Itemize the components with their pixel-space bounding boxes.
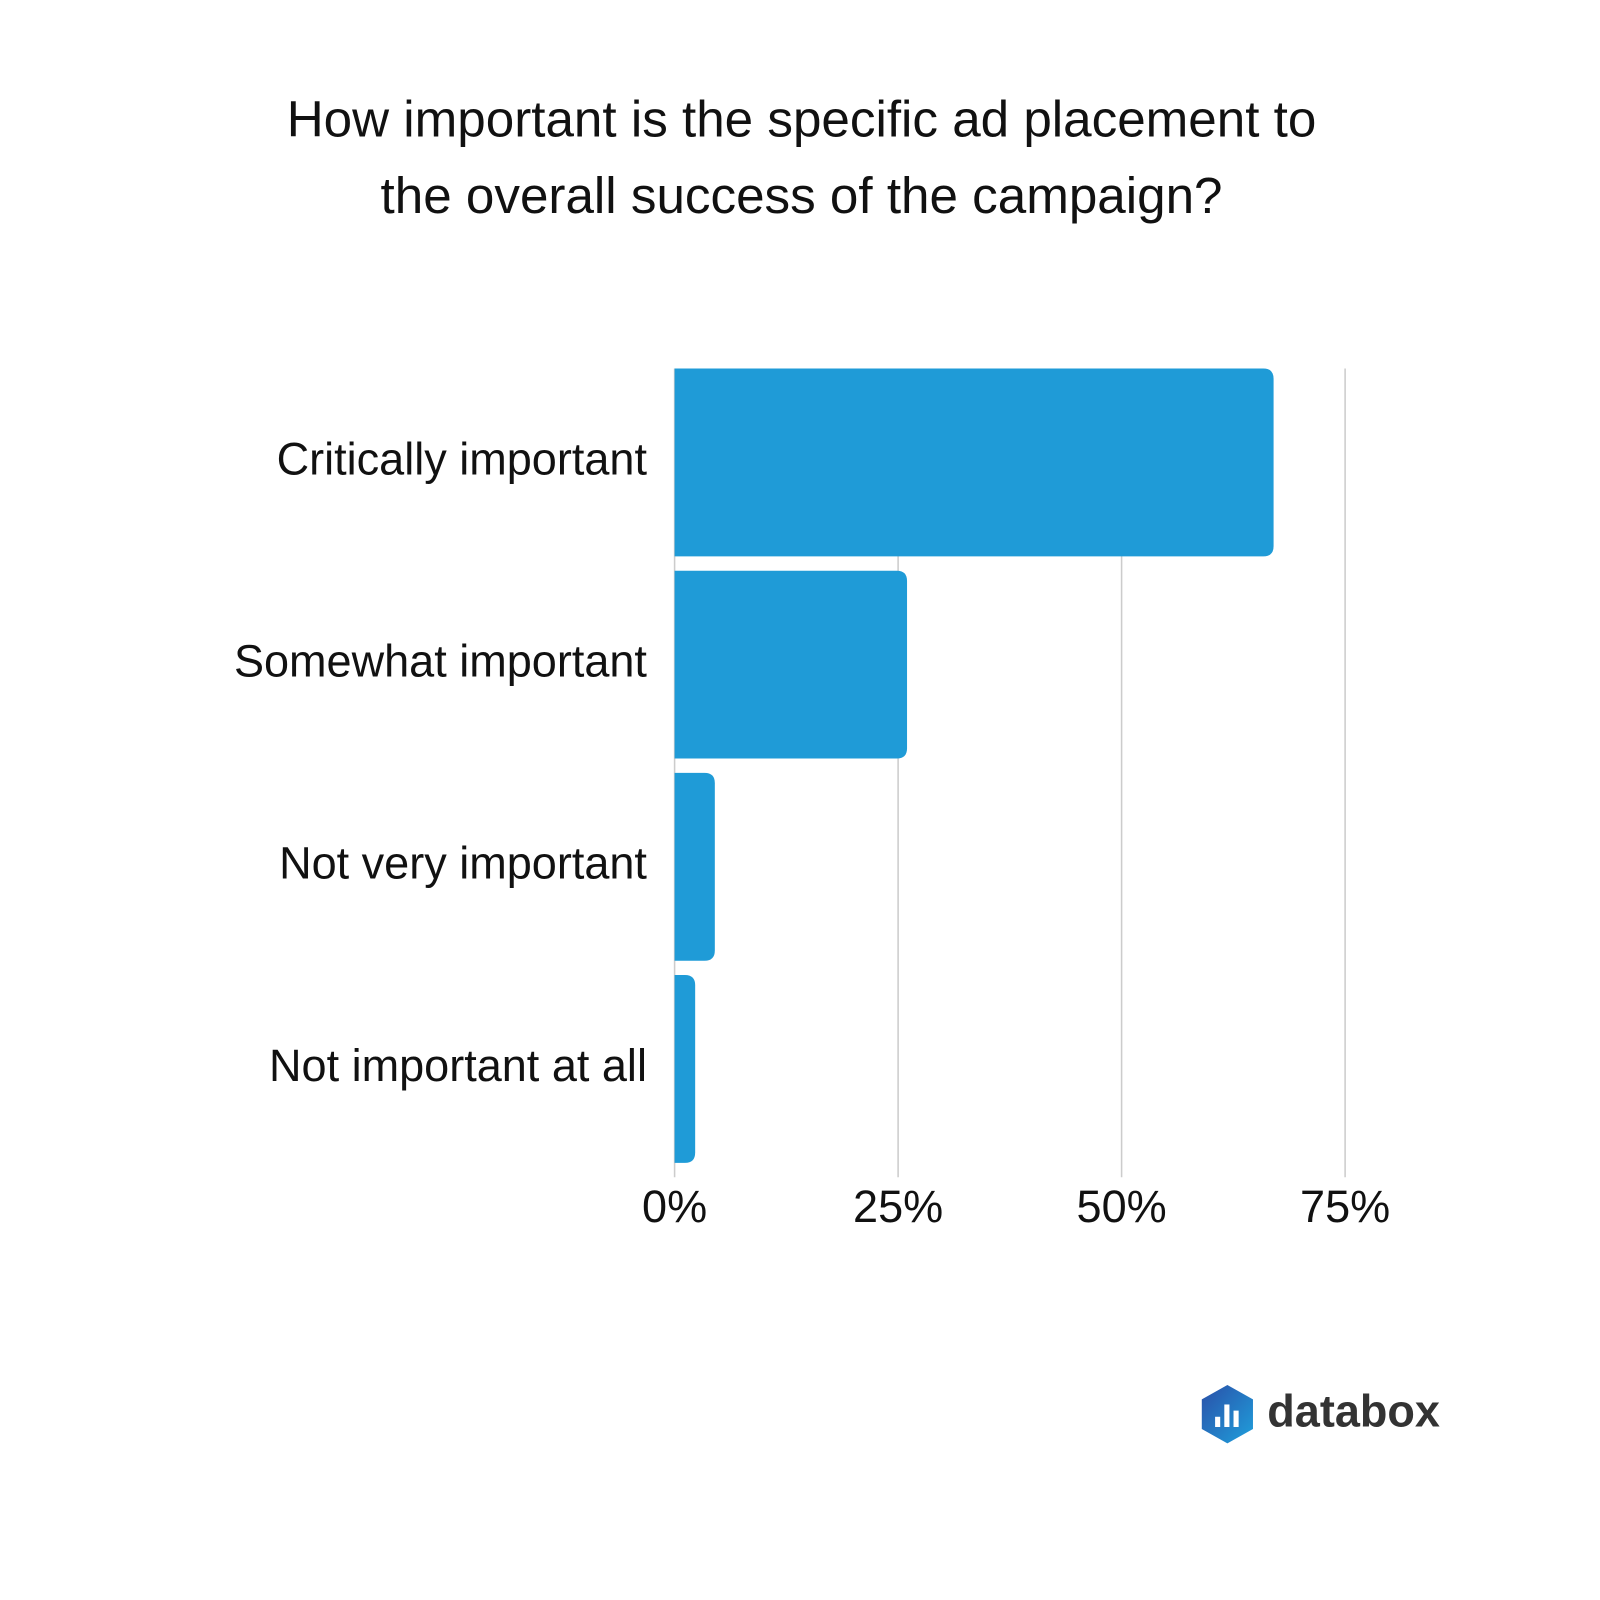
chart-title: the overall success of the campaign? [381,167,1223,224]
bar [674,368,1274,557]
bar [674,570,908,759]
y-tick-label: Somewhat important [234,636,647,687]
x-tick-label: 0% [642,1181,707,1232]
bar [674,975,696,1163]
x-tick-label: 25% [853,1181,943,1232]
chart-title: How important is the specific ad placeme… [287,90,1317,147]
logo-bar [1224,1404,1230,1427]
y-tick-label: Not very important [279,838,647,889]
x-tick-label: 50% [1077,1181,1167,1232]
brand-name: databox [1267,1386,1440,1437]
y-tick-label: Critically important [277,433,648,484]
bar [674,772,715,961]
x-tick-label: 75% [1300,1181,1390,1232]
logo-bar [1233,1410,1239,1427]
y-tick-label: Not important at all [269,1040,647,1091]
logo-bar [1215,1416,1221,1427]
brand-logo: databox [1201,1385,1440,1444]
